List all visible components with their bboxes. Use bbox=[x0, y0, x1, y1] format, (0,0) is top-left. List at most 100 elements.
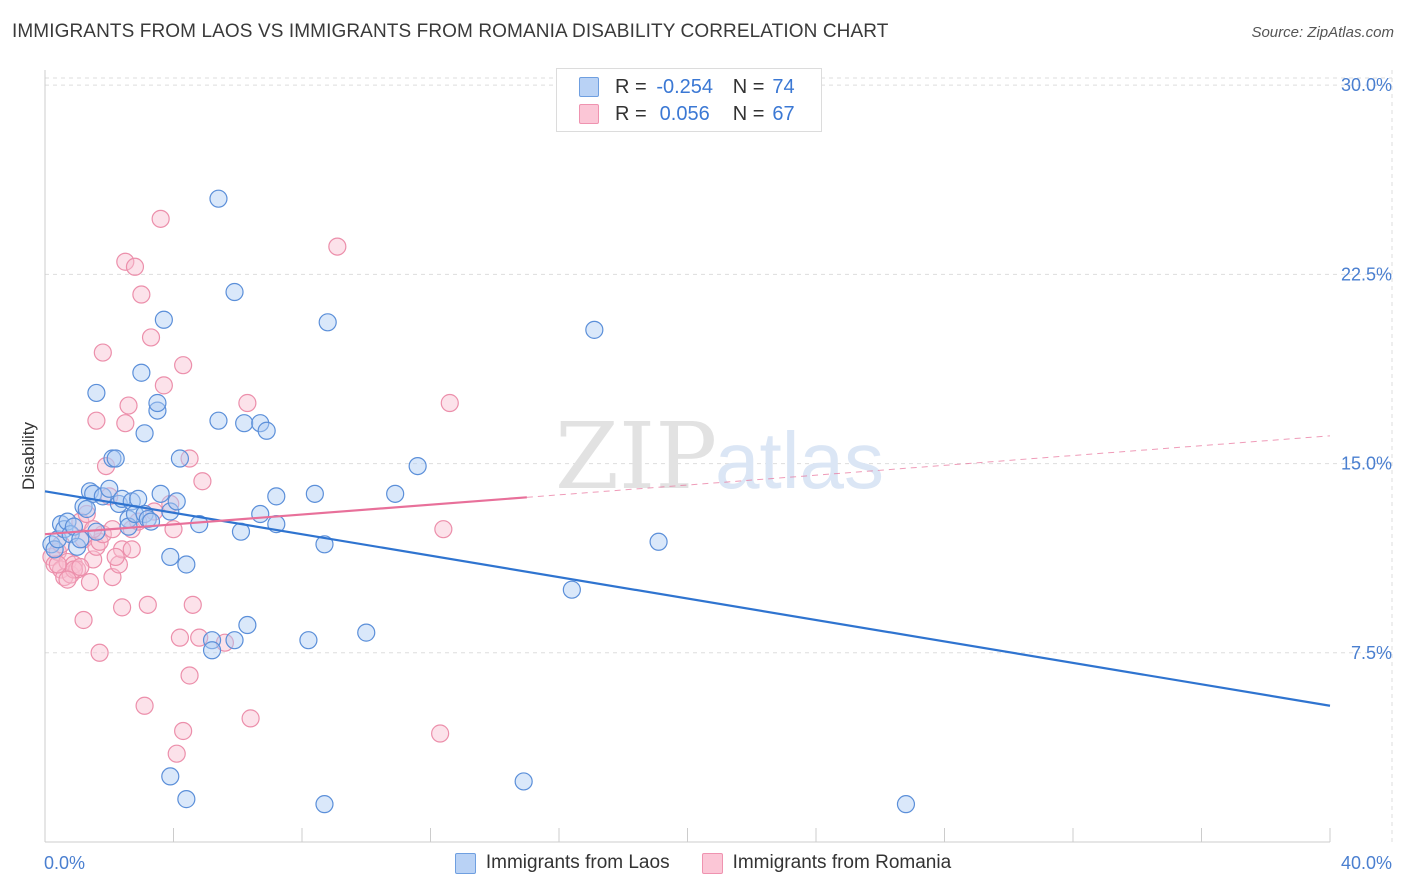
romania-point bbox=[125, 257, 145, 276]
laos-point bbox=[154, 310, 173, 329]
legend-n-label: N = bbox=[732, 102, 765, 125]
laos-point bbox=[225, 282, 244, 302]
laos-point bbox=[235, 414, 254, 433]
laos-point bbox=[148, 393, 167, 413]
romania-point bbox=[180, 449, 199, 468]
romania-point bbox=[116, 414, 135, 433]
laos-point bbox=[318, 313, 337, 332]
source-label: Source: ZipAtlas.com bbox=[1251, 24, 1394, 41]
legend-n-value: 74 bbox=[772, 75, 795, 98]
laos-point bbox=[386, 484, 405, 503]
x-tick-label: 40.0% bbox=[1341, 853, 1392, 873]
laos-point bbox=[167, 492, 186, 511]
legend-swatch-romania bbox=[701, 852, 723, 874]
laos-point bbox=[209, 189, 228, 208]
trend-lines bbox=[44, 435, 1331, 707]
romania-point bbox=[167, 744, 186, 763]
romania-point bbox=[80, 573, 100, 592]
y-tick-label: 30.0% bbox=[1341, 75, 1392, 95]
romania-point bbox=[154, 376, 173, 395]
laos-point bbox=[238, 615, 257, 635]
legend-item-laos[interactable]: Immigrants from Laos bbox=[454, 852, 670, 874]
romania-point bbox=[119, 396, 138, 415]
laos-point bbox=[225, 631, 244, 650]
series-romania-points bbox=[42, 209, 459, 763]
x-tick-label: 0.0% bbox=[44, 853, 85, 873]
romania-point bbox=[434, 520, 453, 539]
laos-point bbox=[514, 772, 533, 791]
legend-swatch-romania bbox=[579, 104, 599, 124]
laos-point bbox=[100, 479, 119, 498]
y-tick-labels: 7.5% 15.0% 22.5% 30.0% bbox=[1341, 75, 1392, 663]
legend-n-value: 67 bbox=[772, 102, 795, 125]
romania-point bbox=[170, 628, 190, 647]
laos-point bbox=[357, 623, 376, 642]
romania-point bbox=[174, 356, 193, 375]
legend-swatch-laos bbox=[579, 77, 599, 97]
x-tick-labels: 0.0% 40.0% bbox=[44, 853, 1392, 873]
romania-point bbox=[106, 547, 125, 567]
laos-point bbox=[77, 499, 96, 519]
laos-point bbox=[315, 795, 334, 814]
laos-point bbox=[87, 383, 106, 403]
laos-point bbox=[267, 487, 286, 506]
legend-r-value: -0.254 bbox=[656, 75, 714, 98]
laos-point bbox=[649, 532, 668, 551]
laos-point bbox=[45, 540, 64, 559]
romania-point bbox=[431, 724, 450, 743]
laos-point bbox=[299, 631, 318, 650]
romania-point bbox=[141, 328, 161, 347]
watermark-atlas: atlas bbox=[715, 416, 884, 505]
laos-point bbox=[562, 580, 581, 599]
laos-point bbox=[151, 484, 170, 503]
romania-point bbox=[180, 666, 199, 685]
laos-point bbox=[209, 411, 228, 430]
laos-point bbox=[585, 320, 604, 339]
laos-point bbox=[305, 484, 324, 503]
romania-point bbox=[58, 570, 77, 589]
watermark: ZIP atlas bbox=[555, 403, 884, 510]
romania-point bbox=[328, 237, 347, 256]
romania-point bbox=[138, 595, 157, 614]
legend-label-romania: Immigrants from Romania bbox=[732, 852, 952, 873]
chart-title: IMMIGRANTS FROM LAOS VS IMMIGRANTS FROM … bbox=[12, 21, 889, 42]
laos-point bbox=[161, 767, 180, 786]
romania-point bbox=[238, 393, 257, 413]
laos-trend-line bbox=[44, 490, 1331, 707]
romania-point bbox=[74, 610, 93, 630]
laos-point bbox=[408, 456, 427, 476]
laos-point bbox=[315, 535, 334, 554]
romania-point bbox=[193, 472, 212, 491]
romania-point bbox=[48, 555, 67, 574]
legend-item-romania[interactable]: Immigrants from Romania bbox=[701, 852, 952, 874]
romania-point bbox=[241, 709, 260, 728]
legend-label-laos: Immigrants from Laos bbox=[485, 852, 670, 873]
laos-point bbox=[135, 504, 154, 524]
romania-point bbox=[174, 721, 193, 741]
legend-row-laos: R = -0.254 N = 74 bbox=[579, 74, 795, 100]
laos-point bbox=[138, 509, 157, 529]
grid-lines bbox=[45, 70, 1393, 842]
romania-trend-extension bbox=[526, 435, 1331, 498]
legend-n-label: N = bbox=[732, 75, 765, 98]
laos-point bbox=[71, 530, 90, 549]
laos-point bbox=[135, 424, 154, 443]
romania-point bbox=[96, 456, 116, 476]
laos-point bbox=[251, 504, 270, 524]
legend-r-label: R = bbox=[615, 75, 647, 98]
romania-point bbox=[183, 595, 202, 614]
laos-point bbox=[106, 449, 125, 468]
y-tick-label: 22.5% bbox=[1341, 264, 1392, 284]
laos-point bbox=[896, 795, 916, 814]
laos-point bbox=[177, 555, 196, 574]
romania-point bbox=[112, 540, 132, 559]
y-tick-label: 15.0% bbox=[1341, 454, 1392, 474]
legend-row-romania: R = 0.056 N = 67 bbox=[579, 101, 795, 127]
axes bbox=[44, 70, 1331, 843]
romania-point bbox=[90, 643, 109, 662]
laos-point bbox=[170, 449, 190, 468]
romania-point bbox=[135, 696, 154, 715]
legend-swatch-laos bbox=[454, 852, 476, 874]
laos-point bbox=[161, 547, 180, 567]
